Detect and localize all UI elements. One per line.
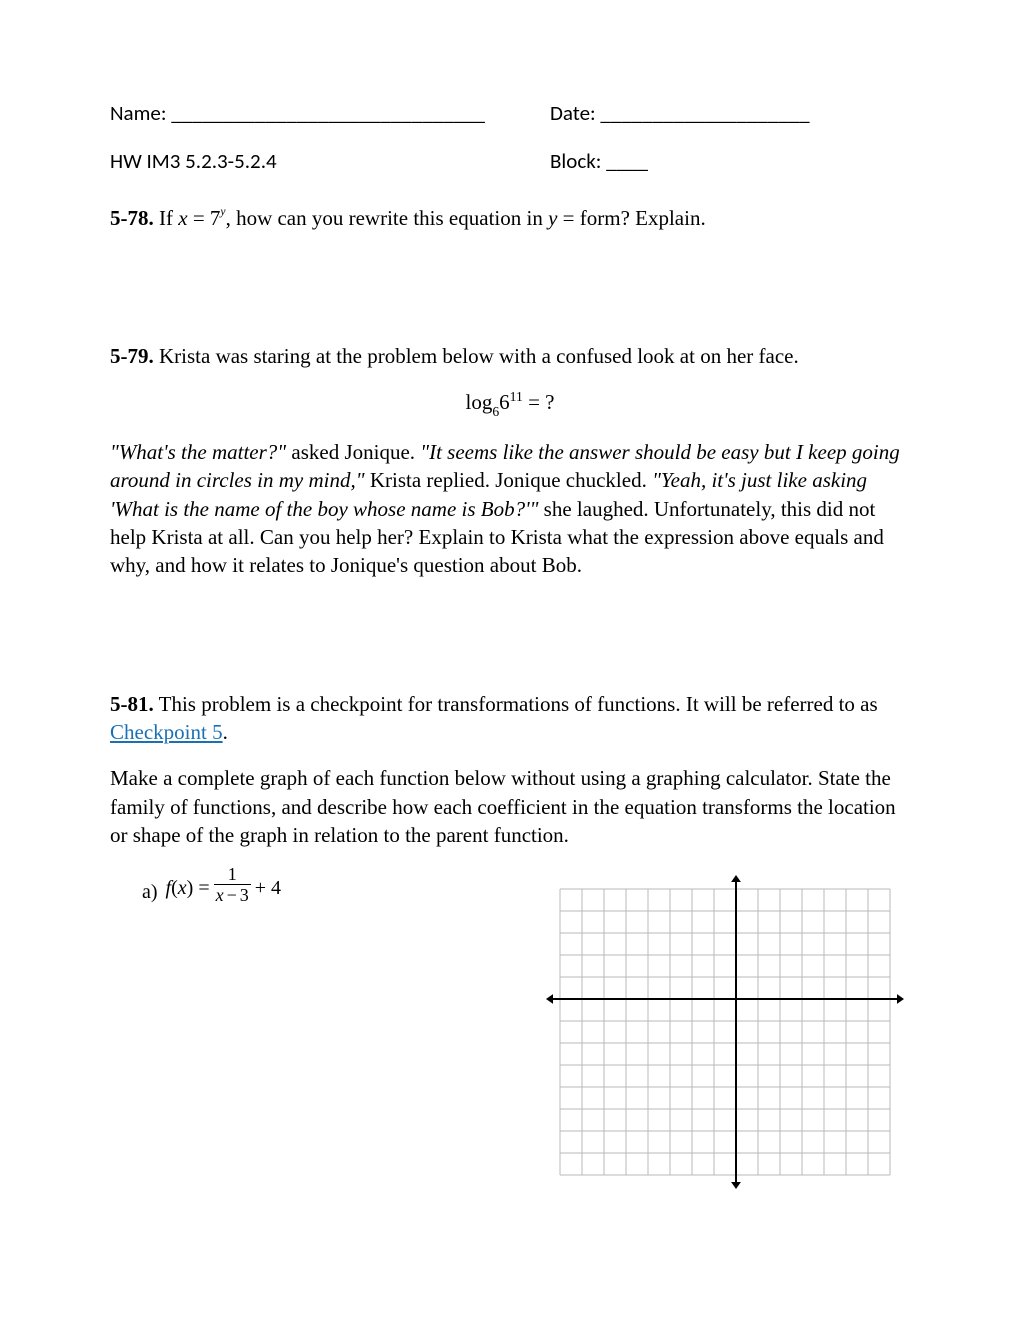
header-row-1: Name: ______________________________ Dat… [110, 100, 910, 126]
text: , how can you rewrite this equation in [226, 206, 549, 230]
text: Krista replied. Jonique chuckled. [365, 468, 653, 492]
var-y: y [548, 206, 557, 230]
problem-number: 5-78. [110, 206, 154, 230]
denominator: x−3 [214, 884, 251, 904]
workspace-gap [110, 232, 910, 342]
log-tail: = ? [523, 390, 555, 414]
fx-paren: (x) = [171, 877, 210, 900]
log-prefix: log [466, 390, 493, 414]
fx-expression: f(x) = 1 x−3 + 4 [166, 869, 282, 908]
graph-col [492, 869, 910, 1195]
problem-number: 5-79. [110, 344, 154, 368]
fx-suffix: + 4 [255, 877, 281, 900]
block-field: Block: ____ [550, 148, 910, 174]
problem-5-81-body: Make a complete graph of each function b… [110, 764, 910, 849]
part-a-label-col: a) f(x) = 1 x−3 + 4 [110, 869, 492, 908]
worksheet-page: Name: ______________________________ Dat… [0, 0, 1020, 1320]
exp-y: y [220, 206, 225, 218]
log-arg-base: 6 [499, 390, 510, 414]
numerator: 1 [226, 865, 239, 884]
log-equation: log6611 = ? [110, 389, 910, 418]
text: . [223, 720, 228, 744]
hw-label: HW IM3 5.2.3-5.2.4 [110, 148, 550, 174]
problem-5-81: 5-81. This problem is a checkpoint for t… [110, 690, 910, 747]
part-letter: a) [142, 881, 158, 904]
text: This problem is a checkpoint for transfo… [154, 692, 878, 716]
checkpoint-link[interactable]: Checkpoint 5 [110, 720, 223, 744]
problem-5-79-body: "What's the matter?" asked Jonique. "It … [110, 438, 910, 580]
coordinate-grid [540, 869, 910, 1195]
problem-number: 5-81. [110, 692, 154, 716]
problem-5-79: 5-79. Krista was staring at the problem … [110, 342, 910, 370]
text: = 7 [188, 206, 221, 230]
header-row-2: HW IM3 5.2.3-5.2.4 Block: ____ [110, 148, 910, 174]
log-arg-exp: 11 [510, 389, 523, 404]
date-field: Date: ____________________ [550, 100, 910, 126]
name-field: Name: ______________________________ [110, 100, 550, 126]
text: = form? Explain. [557, 206, 705, 230]
fraction: 1 x−3 [214, 865, 251, 904]
text: asked Jonique. [286, 440, 420, 464]
problem-5-78: 5-78. If x = 7y, how can you rewrite thi… [110, 204, 910, 232]
var-x: x [178, 206, 187, 230]
log-base-sub: 6 [492, 404, 499, 419]
text: If [154, 206, 179, 230]
part-a-row: a) f(x) = 1 x−3 + 4 [110, 869, 910, 1195]
text: Krista was staring at the problem below … [154, 344, 799, 368]
gap [110, 746, 910, 764]
quote: "What's the matter?" [110, 440, 286, 464]
workspace-gap [110, 580, 910, 690]
